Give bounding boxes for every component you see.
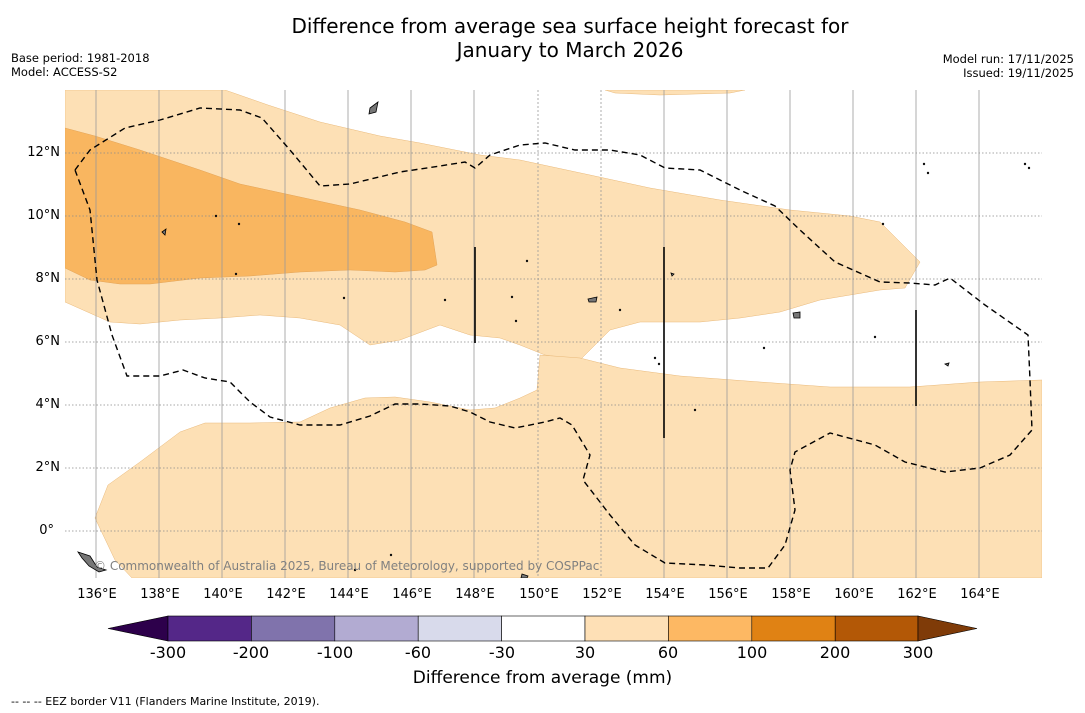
issued-date: Issued: 19/11/2025 xyxy=(963,66,1074,80)
transect-lines xyxy=(474,247,917,438)
colorbar-tick-label: 200 xyxy=(819,643,851,662)
colorbar-segment xyxy=(251,615,336,642)
colorbar-segment xyxy=(417,615,502,642)
colorbar-tick-label: -100 xyxy=(316,643,354,662)
lat-label-6n: 6°N xyxy=(35,334,61,349)
colorbar-segment xyxy=(751,615,836,642)
anomaly-region-top-strip xyxy=(604,90,746,96)
lat-label-8n: 8°N xyxy=(35,271,61,286)
colorbar xyxy=(107,615,978,642)
colorbar-tick-label: -60 xyxy=(404,643,432,662)
lon-label-162e: 162°E xyxy=(897,587,937,602)
lon-label-164e: 164°E xyxy=(960,587,1000,602)
lon-label-156e: 156°E xyxy=(708,587,748,602)
model-run: Model run: 17/11/2025 xyxy=(942,52,1074,66)
map-title-line1: Difference from average sea surface heig… xyxy=(291,14,849,38)
lon-label-146e: 146°E xyxy=(392,587,432,602)
meta-right: Model run: 17/11/2025 Issued: 19/11/2025 xyxy=(943,52,1074,80)
lat-label-12n: 12°N xyxy=(27,145,60,160)
colorbar-segment xyxy=(834,615,919,642)
lat-label-2n: 2°N xyxy=(35,460,61,475)
model-name: Model: ACCESS-S2 xyxy=(11,65,118,79)
anomaly-region-north xyxy=(65,90,921,361)
colorbar-extend-low xyxy=(107,615,169,642)
islands xyxy=(77,101,1031,578)
lon-label-140e: 140°E xyxy=(203,587,243,602)
lon-label-158e: 158°E xyxy=(771,587,811,602)
colorbar-extend-high xyxy=(917,615,978,642)
colorbar-segment xyxy=(167,615,252,642)
lon-label-142e: 142°E xyxy=(266,587,306,602)
eez-border xyxy=(74,107,1033,569)
map-title-line2: January to March 2026 xyxy=(456,38,684,62)
map-title: Difference from average sea surface heig… xyxy=(0,14,1085,62)
colorbar-segment xyxy=(501,615,586,642)
lon-label-152e: 152°E xyxy=(582,587,622,602)
colorbar-tick-label: -200 xyxy=(232,643,270,662)
lat-label-10n: 10°N xyxy=(27,208,60,223)
colorbar-title: Difference from average (mm) xyxy=(412,668,673,688)
colorbar-tick-label: -30 xyxy=(488,643,516,662)
lon-label-150e: 150°E xyxy=(519,587,559,602)
colorbar-tick-label: -300 xyxy=(149,643,187,662)
meta-left: Base period: 1981-2018 Model: ACCESS-S2 xyxy=(11,51,150,79)
lon-label-144e: 144°E xyxy=(329,587,369,602)
lon-label-154e: 154°E xyxy=(645,587,685,602)
eez-legend-note: -- -- -- EEZ border V11 (Flanders Marine… xyxy=(11,695,320,708)
anomaly-region-south xyxy=(94,354,1042,578)
copyright-credit: © Commonwealth of Australia 2025, Bureau… xyxy=(94,559,600,573)
map-plot-area xyxy=(65,90,1042,578)
lat-label-4n: 4°N xyxy=(35,397,61,412)
colorbar-tick-label: 60 xyxy=(657,643,679,662)
lon-label-160e: 160°E xyxy=(834,587,874,602)
lon-label-148e: 148°E xyxy=(455,587,495,602)
colorbar-segment xyxy=(668,615,753,642)
base-period: Base period: 1981-2018 xyxy=(11,51,150,65)
anomaly-region-high xyxy=(65,127,438,285)
colorbar-tick-label: 300 xyxy=(902,643,934,662)
colorbar-segment xyxy=(584,615,669,642)
colorbar-tick-label: 100 xyxy=(736,643,768,662)
lon-label-136e: 136°E xyxy=(77,587,117,602)
lat-label-0: 0° xyxy=(39,523,54,538)
colorbar-tick-label: 30 xyxy=(574,643,596,662)
lon-label-138e: 138°E xyxy=(140,587,180,602)
colorbar-segment xyxy=(334,615,419,642)
